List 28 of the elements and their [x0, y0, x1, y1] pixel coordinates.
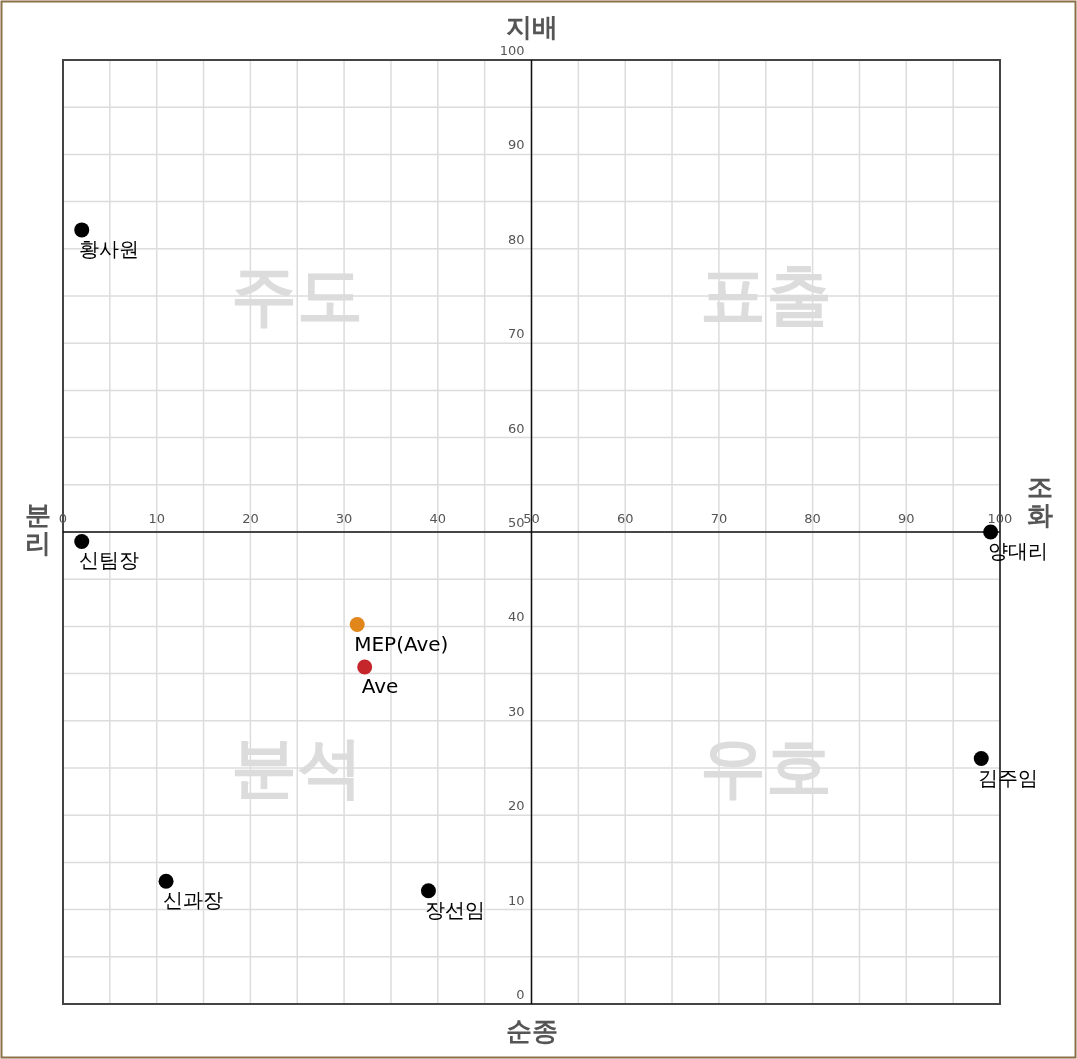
series-label: Ave: [361, 673, 399, 698]
series-label: 장선임: [425, 897, 486, 922]
x-tick-label: 90: [898, 511, 915, 526]
x-tick-label: 20: [242, 511, 259, 526]
x-tick-label: 60: [616, 511, 634, 526]
text: 조화: [1027, 472, 1053, 530]
y-tick-label: 100: [499, 43, 525, 58]
text: 분리: [25, 500, 51, 558]
series-label: 신과장: [163, 888, 224, 913]
x-tick-label: 30: [335, 511, 353, 526]
y-tick-label: 20: [507, 798, 525, 814]
y-tick-label: 0: [516, 987, 525, 1002]
series-label: 신팀장: [78, 548, 139, 573]
x-tick-label: 10: [148, 511, 165, 526]
y-tick-label: 90: [507, 137, 525, 153]
y-tick-label: 60: [507, 420, 525, 436]
x-tick-label: 80: [804, 511, 821, 526]
x-tick-label: 40: [429, 511, 447, 526]
series-label: 황사원: [78, 236, 139, 261]
text: 지배: [505, 12, 558, 42]
y-tick-label: 10: [507, 892, 525, 908]
y-tick-label: 40: [507, 609, 525, 625]
series-label: MEP(Ave): [354, 631, 449, 656]
y-tick-label: 80: [507, 231, 525, 247]
x-tick-label: 70: [710, 511, 728, 526]
text: 순종: [505, 1016, 558, 1046]
y-tick-label: 30: [507, 703, 525, 719]
y-tick-label: 70: [507, 326, 525, 342]
